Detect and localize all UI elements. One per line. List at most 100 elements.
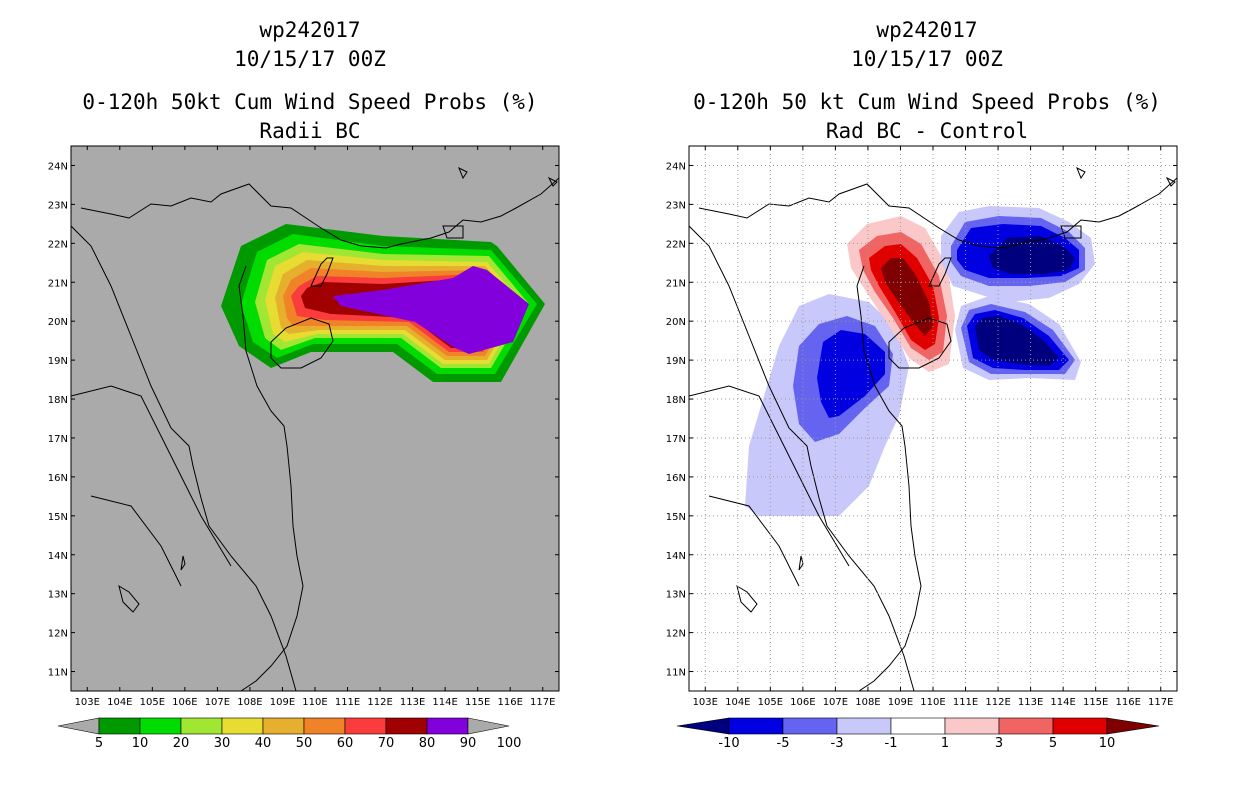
- y-tick-label: 14N: [666, 551, 686, 562]
- y-tick-label: 21N: [666, 278, 686, 289]
- colorbar-end-high: [1106, 717, 1160, 735]
- x-tick-label: 117E: [530, 697, 555, 708]
- colorbar-end-low: [57, 717, 100, 735]
- y-tick-label: 23N: [48, 200, 68, 211]
- colorbar-label: -1: [885, 736, 898, 751]
- colorbar-label: 10: [132, 736, 149, 751]
- x-tick-label: 110E: [920, 697, 945, 708]
- y-tick-label: 16N: [48, 473, 68, 484]
- left-panel: wp242017 10/15/17 00Z 0-120h 50kt Cum Wi…: [48, 18, 560, 751]
- left-title-line-1: wp242017: [259, 18, 360, 42]
- y-tick-label: 23N: [666, 200, 686, 211]
- colorbar-swatch: [180, 717, 223, 735]
- y-tick-label: 19N: [666, 356, 686, 367]
- colorbar-label: 60: [337, 736, 354, 751]
- colorbar-end-low: [676, 717, 730, 735]
- colorbar-label: 40: [255, 736, 272, 751]
- y-tick-label: 20N: [666, 317, 686, 328]
- right-colorbar: -10 -5 -3 -1 1 3 5 10: [676, 717, 1160, 751]
- x-tick-label: 108E: [855, 697, 880, 708]
- y-tick-label: 22N: [48, 239, 68, 250]
- y-tick-label: 12N: [48, 629, 68, 640]
- colorbar-label: -5: [777, 736, 790, 751]
- right-title-line-2: 10/15/17 00Z: [851, 47, 1003, 71]
- colorbar-swatch: [426, 717, 469, 735]
- colorbar-end-high: [467, 717, 510, 735]
- left-colorbar: 5 10 20 30 40 50 60 70 80 90 100: [57, 717, 522, 751]
- right-title-line-3: 0-120h 50 kt Cum Wind Speed Probs (%): [693, 90, 1161, 114]
- right-gridlines: [689, 146, 1177, 691]
- colorbar-swatch: [385, 717, 428, 735]
- y-tick-label: 16N: [666, 473, 686, 484]
- x-tick-label: 116E: [1115, 697, 1140, 708]
- x-tick-label: 106E: [790, 697, 815, 708]
- y-tick-label: 12N: [666, 629, 686, 640]
- y-tick-label: 24N: [48, 161, 68, 172]
- left-title-line-3: 0-120h 50kt Cum Wind Speed Probs (%): [82, 90, 537, 114]
- x-tick-label: 115E: [1083, 697, 1108, 708]
- y-tick-label: 11N: [48, 668, 68, 679]
- colorbar-label: 90: [460, 736, 477, 751]
- y-tick-label: 15N: [48, 512, 68, 523]
- right-neg-10-se: [975, 316, 1059, 366]
- colorbar-label: 100: [497, 736, 522, 751]
- x-tick-label: 105E: [140, 697, 165, 708]
- x-tick-label: 109E: [270, 697, 295, 708]
- colorbar-swatch: [944, 717, 1000, 735]
- x-tick-label: 111E: [335, 697, 360, 708]
- y-tick-label: 24N: [666, 161, 686, 172]
- y-tick-label: 11N: [666, 668, 686, 679]
- y-tick-label: 13N: [666, 590, 686, 601]
- x-tick-label: 110E: [302, 697, 327, 708]
- colorbar-swatch: [221, 717, 264, 735]
- colorbar-swatch: [303, 717, 346, 735]
- y-tick-label: 17N: [666, 434, 686, 445]
- colorbar-swatch: [139, 717, 182, 735]
- x-tick-label: 107E: [205, 697, 230, 708]
- colorbar-label: 5: [95, 736, 103, 751]
- x-tick-label: 112E: [985, 697, 1010, 708]
- x-tick-label: 113E: [1018, 697, 1043, 708]
- left-title-line-2: 10/15/17 00Z: [234, 47, 386, 71]
- y-tick-label: 21N: [48, 278, 68, 289]
- colorbar-label: 80: [419, 736, 436, 751]
- colorbar-swatch: [836, 717, 892, 735]
- colorbar-swatch: [1052, 717, 1108, 735]
- colorbar-label: 30: [214, 736, 231, 751]
- colorbar-label: 20: [173, 736, 190, 751]
- colorbar-swatch: [728, 717, 784, 735]
- colorbar-swatch: [782, 717, 838, 735]
- x-tick-label: 103E: [75, 697, 100, 708]
- y-tick-label: 22N: [666, 239, 686, 250]
- y-tick-label: 19N: [48, 356, 68, 367]
- x-tick-label: 111E: [953, 697, 978, 708]
- right-pos-10: [881, 258, 933, 336]
- x-tick-label: 116E: [497, 697, 522, 708]
- right-panel: wp242017 10/15/17 00Z 0-120h 50 kt Cum W…: [666, 18, 1178, 751]
- x-tick-label: 115E: [465, 697, 490, 708]
- colorbar-swatch: [262, 717, 305, 735]
- right-title-line-1: wp242017: [876, 18, 977, 42]
- colorbar-swatch: [998, 717, 1054, 735]
- colorbar-swatch: [98, 717, 141, 735]
- right-title-line-4: Rad BC - Control: [826, 119, 1028, 143]
- colorbar-label: 1: [941, 736, 949, 751]
- colorbar-swatch: [890, 717, 946, 735]
- x-tick-label: 112E: [367, 697, 392, 708]
- x-tick-label: 104E: [725, 697, 750, 708]
- colorbar-label: 70: [378, 736, 395, 751]
- x-tick-label: 103E: [693, 697, 718, 708]
- left-contour-90: [333, 266, 529, 354]
- left-probability-field: [71, 167, 559, 691]
- colorbar-label: 5: [1049, 736, 1057, 751]
- colorbar-label: -10: [718, 736, 739, 751]
- right-neg-5-south: [817, 330, 885, 418]
- y-tick-label: 18N: [48, 395, 68, 406]
- x-tick-label: 113E: [400, 697, 425, 708]
- x-tick-label: 104E: [107, 697, 132, 708]
- x-tick-label: 107E: [823, 697, 848, 708]
- x-tick-label: 114E: [432, 697, 457, 708]
- x-tick-label: 105E: [758, 697, 783, 708]
- left-title-line-4: Radii BC: [259, 119, 360, 143]
